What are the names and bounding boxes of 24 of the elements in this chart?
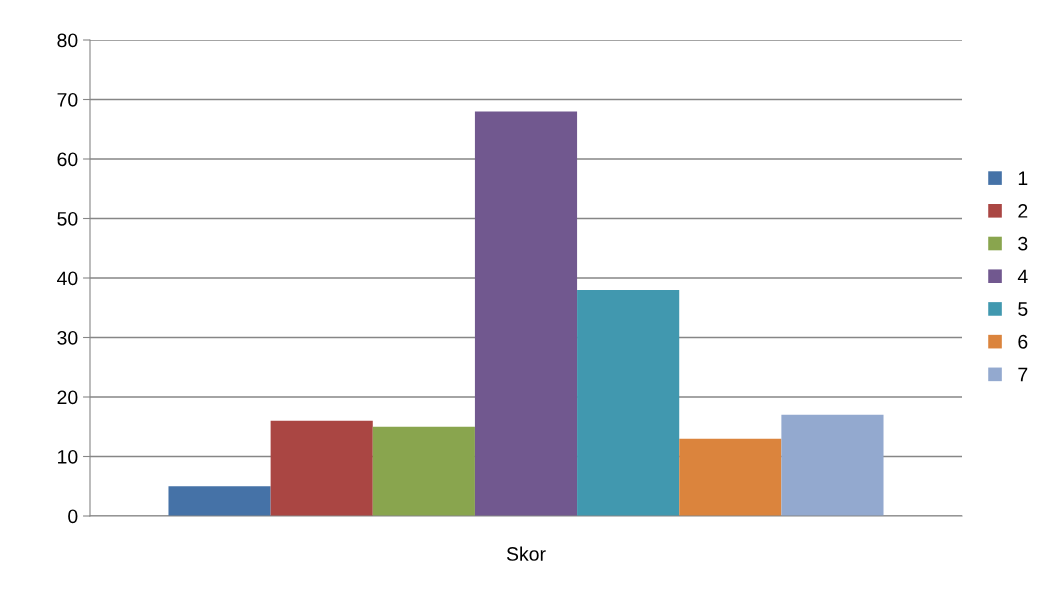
bar: [270, 420, 373, 516]
bar: [577, 289, 680, 516]
legend-label: 6: [1018, 334, 1028, 349]
y-tick-label: 40: [57, 271, 78, 286]
y-tick-label: 20: [57, 390, 78, 405]
y-tick-label: 10: [58, 449, 78, 464]
y-tick-label: 80: [57, 33, 78, 48]
y-tick-label: 70: [57, 92, 78, 107]
bar: [679, 438, 782, 516]
legend-label: 2: [1018, 204, 1028, 218]
bar: [781, 414, 884, 516]
y-tick-label: 0: [68, 509, 78, 524]
y-tick-label: 60: [57, 152, 78, 167]
y-tick-label: 30: [57, 330, 78, 345]
legend-label: 5: [1018, 302, 1028, 316]
legend-label: 3: [1018, 236, 1028, 251]
y-tick-label: 50: [57, 211, 78, 226]
bar: [474, 111, 578, 516]
bar: [168, 486, 271, 516]
legend-label: 1: [1018, 171, 1028, 185]
legend-label: 7: [1018, 367, 1028, 382]
x-tick-label: Skor: [506, 546, 546, 561]
legend-label: 4: [1017, 269, 1028, 284]
bar: [372, 426, 475, 516]
